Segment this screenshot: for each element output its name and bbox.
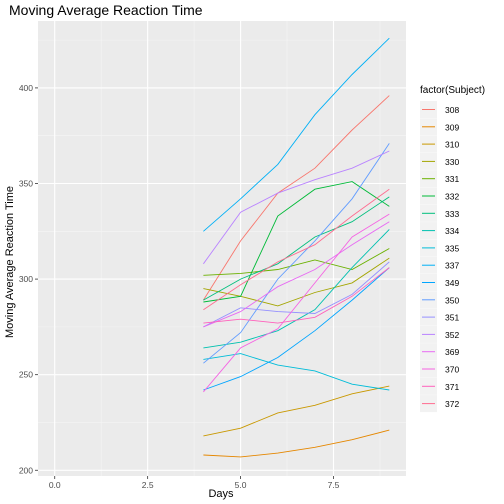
y-tick-label: 350 [19, 179, 33, 189]
legend-item-331: 331 [420, 170, 459, 188]
legend-label: 331 [445, 174, 459, 184]
legend-label: 330 [445, 157, 459, 167]
series-lines [203, 37, 390, 458]
y-axis: 200 250 300 350 400 [19, 83, 38, 475]
series-line-351 [203, 261, 390, 328]
legend-item-310: 310 [420, 135, 459, 153]
legend-label: 371 [445, 382, 459, 392]
x-tick-label: 0.0 [49, 480, 61, 490]
series-line-350 [203, 143, 390, 364]
plot-panel [38, 21, 406, 476]
legend-label: 335 [445, 243, 459, 253]
series-line-310 [203, 385, 390, 437]
legend-item-350: 350 [420, 291, 459, 309]
legend-item-334: 334 [420, 222, 459, 240]
series-line-370 [203, 213, 390, 393]
series-line-332 [203, 181, 390, 303]
x-tick-label: 5.0 [235, 480, 247, 490]
legend-item-349: 349 [420, 274, 459, 291]
legend-label: 370 [445, 365, 459, 375]
legend-item-337: 337 [420, 256, 459, 274]
minor-gridlines [38, 21, 406, 476]
y-tick-label: 400 [19, 83, 33, 93]
series-line-369 [203, 221, 390, 328]
legend-item-308: 308 [420, 101, 459, 118]
legend-label: 308 [445, 105, 459, 115]
legend-item-371: 371 [420, 377, 459, 395]
y-tick-label: 200 [19, 465, 33, 475]
legend-item-333: 333 [420, 204, 459, 222]
series-line-337 [203, 37, 390, 232]
legend-label: 350 [445, 295, 459, 305]
legend-label: 309 [445, 122, 459, 132]
legend-label: 337 [445, 261, 459, 271]
series-line-330 [203, 257, 390, 307]
series-line-371 [203, 267, 390, 324]
legend-label: 369 [445, 347, 459, 357]
legend-item-372: 372 [420, 395, 459, 413]
legend-title: factor(Subject) [420, 85, 485, 96]
major-gridlines [38, 21, 406, 476]
x-tick-label: 2.5 [142, 480, 154, 490]
y-axis-title: Moving Average Reaction Time [4, 186, 16, 338]
legend-label: 372 [445, 399, 459, 409]
legend-label: 333 [445, 209, 459, 219]
y-tick-label: 300 [19, 274, 33, 284]
legend: factor(Subject) 308 309 310 330 331 332 333 334… [420, 85, 485, 413]
chart-title: Moving Average Reaction Time [9, 2, 203, 18]
series-line-309 [203, 429, 390, 458]
legend-label: 351 [445, 313, 459, 323]
x-tick-label: 7.5 [328, 480, 340, 490]
legend-label: 332 [445, 192, 459, 202]
legend-item-351: 351 [420, 308, 459, 326]
legend-label: 334 [445, 226, 459, 236]
x-axis-title: Days [208, 488, 234, 500]
y-tick-label: 250 [19, 370, 33, 380]
legend-item-370: 370 [420, 360, 459, 378]
series-line-308 [203, 95, 390, 301]
legend-label: 349 [445, 278, 459, 288]
series-line-333 [203, 196, 390, 301]
x-axis: 0.0 2.5 5.0 7.5 [49, 476, 340, 490]
legend-item-335: 335 [420, 239, 459, 257]
legend-label: 352 [445, 330, 459, 340]
series-line-372 [203, 188, 390, 311]
series-line-331 [203, 248, 390, 276]
legend-item-330: 330 [420, 152, 459, 170]
legend-item-352: 352 [420, 325, 459, 343]
series-line-352 [203, 150, 390, 265]
legend-item-369: 369 [420, 343, 459, 361]
legend-label: 310 [445, 140, 459, 150]
legend-item-332: 332 [420, 187, 459, 205]
series-line-349 [203, 267, 390, 391]
legend-item-309: 309 [420, 118, 459, 136]
